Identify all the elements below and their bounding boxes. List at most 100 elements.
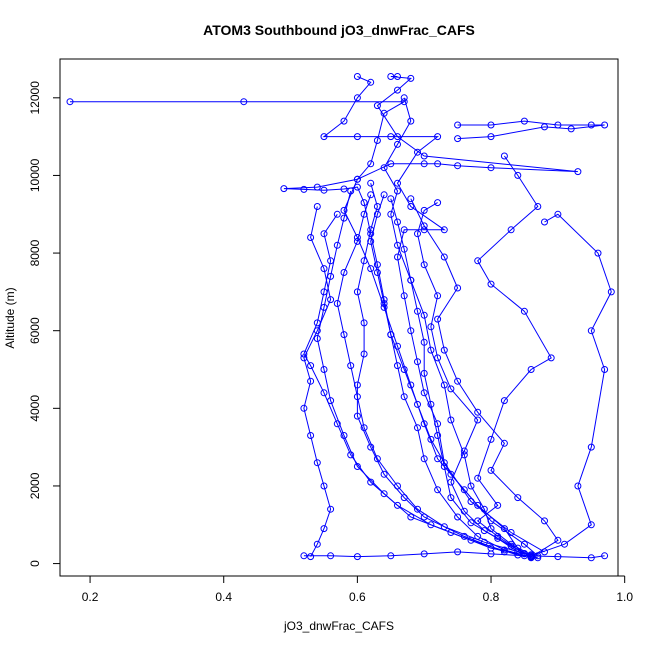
data-point <box>507 529 515 536</box>
data-point <box>420 513 428 521</box>
data-point <box>240 98 248 106</box>
data-point <box>387 210 395 218</box>
data-point <box>440 381 448 389</box>
data-point <box>387 160 395 168</box>
data-point <box>407 117 415 125</box>
data-point <box>307 234 315 241</box>
data-point <box>474 257 482 265</box>
data-point <box>373 102 381 110</box>
data-point <box>387 73 395 80</box>
data-point <box>360 319 368 327</box>
data-point <box>360 350 368 358</box>
series-line <box>343 76 578 557</box>
x-axis-label: jO3_dnwFrac_CAFS <box>283 619 394 633</box>
data-point <box>594 249 602 257</box>
data-point <box>487 466 495 474</box>
data-point <box>587 554 595 562</box>
data-point <box>554 210 562 218</box>
data-point <box>353 288 361 296</box>
data-point <box>480 527 488 535</box>
data-point <box>454 377 462 385</box>
data-point <box>333 420 341 428</box>
data-point <box>500 546 508 554</box>
series-line <box>416 202 532 557</box>
data-point <box>307 377 315 385</box>
data-point <box>447 478 455 486</box>
data-point <box>327 505 335 513</box>
data-point <box>440 226 448 234</box>
data-point <box>414 230 421 238</box>
data-point <box>320 389 328 397</box>
data-point <box>394 140 401 148</box>
data-point <box>420 222 428 230</box>
data-point <box>320 133 328 141</box>
data-point <box>427 346 435 354</box>
y-tick-label: 8000 <box>28 239 42 266</box>
data-point <box>333 300 341 307</box>
data-point <box>474 416 482 424</box>
data-point <box>500 397 508 405</box>
series-line <box>457 120 605 140</box>
data-point <box>333 241 341 249</box>
data-point <box>601 366 609 373</box>
data-point <box>353 412 361 420</box>
data-point <box>414 505 421 513</box>
data-point <box>414 148 421 156</box>
series-layer <box>66 73 615 562</box>
data-point <box>353 175 361 183</box>
data-point <box>587 327 595 335</box>
data-point <box>434 133 442 141</box>
data-point <box>547 354 555 362</box>
data-point <box>407 195 415 203</box>
data-point <box>367 160 375 168</box>
data-point <box>320 525 328 533</box>
data-point <box>373 269 381 276</box>
chart-title: ATOM3 Southbound jO3_dnwFrac_CAFS <box>203 22 475 38</box>
data-point <box>380 191 388 199</box>
data-point <box>347 187 355 195</box>
data-point <box>454 162 462 170</box>
series-line <box>322 76 545 553</box>
data-point <box>587 121 595 129</box>
data-point <box>400 494 408 502</box>
data-point <box>427 323 435 331</box>
data-point <box>420 455 428 463</box>
x-tick-label: 0.6 <box>349 590 366 604</box>
data-point <box>434 315 442 323</box>
data-point <box>427 521 435 529</box>
data-point <box>434 199 442 207</box>
data-point <box>387 331 395 339</box>
data-point <box>347 451 355 459</box>
data-point <box>434 354 442 362</box>
data-point <box>394 86 401 94</box>
data-point <box>340 185 348 193</box>
data-point <box>454 548 462 556</box>
series-line <box>370 194 532 558</box>
data-point <box>307 362 315 370</box>
data-point <box>487 525 495 533</box>
data-point <box>534 203 542 210</box>
data-point <box>400 94 408 102</box>
data-point <box>454 135 462 143</box>
data-point <box>567 125 575 133</box>
data-point <box>420 420 428 428</box>
data-point <box>394 501 401 509</box>
series-line <box>303 551 605 559</box>
data-point <box>527 553 535 561</box>
series-line <box>70 101 532 559</box>
data-point <box>601 552 609 560</box>
data-point <box>353 133 361 141</box>
x-axis: 0.2 0.4 0.6 0.8 1.0 <box>82 575 633 604</box>
data-point <box>434 292 442 300</box>
data-point <box>554 553 562 561</box>
data-point <box>394 179 401 187</box>
data-point <box>587 521 595 529</box>
data-point <box>373 261 381 269</box>
data-point <box>394 253 401 261</box>
series-line <box>476 155 552 555</box>
y-axis-label: Altitude (m) <box>3 287 17 348</box>
data-point <box>320 230 328 238</box>
data-point <box>394 218 401 226</box>
data-point <box>420 311 428 319</box>
